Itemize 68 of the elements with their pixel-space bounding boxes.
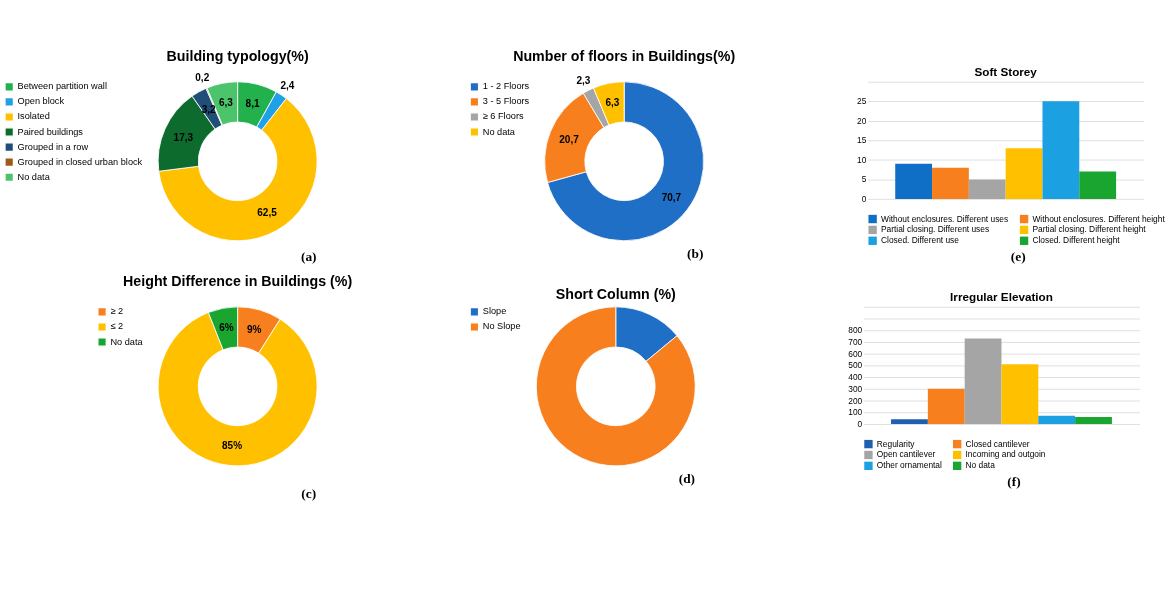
data-label: 20,7 [559, 133, 580, 145]
y-tick-label: 25 [857, 96, 867, 107]
y-tick-label: 0 [861, 193, 867, 204]
y-tick-label: 500 [848, 360, 863, 371]
legend-label: Isolated [17, 111, 50, 122]
data-label: 85% [222, 439, 243, 451]
data-label: 6,3 [218, 97, 234, 109]
chart-title: Number of floors in Buildings(%) [513, 47, 736, 64]
data-label: 17,3 [173, 131, 194, 143]
legend-label: ≥ 6 Floors [482, 111, 524, 122]
data-label: 2,3 [576, 75, 591, 86]
legend-label: Without enclosures. Different height [1032, 213, 1166, 224]
y-tick-label: 10 [857, 154, 867, 165]
legend-label: No data [482, 126, 516, 137]
legend-label: Partial closing. Different height [1032, 224, 1147, 235]
data-label: 6% [219, 322, 234, 334]
legend-label: Incoming and outgoin [965, 449, 1046, 460]
data-label: 9% [246, 323, 262, 335]
legend-label: No Slope [482, 321, 521, 332]
legend-label: Closed. Different use [881, 235, 960, 246]
chart-title: Height Difference in Buildings (%) [123, 272, 353, 289]
legend-label: Slope [482, 306, 507, 317]
legend-label: No data [965, 460, 996, 471]
data-label: 2,4 [280, 80, 295, 92]
legend-label: Grouped in a row [17, 141, 89, 152]
data-label: 6,3 [605, 97, 620, 109]
legend-label: Paired buildings [17, 126, 84, 137]
y-tick-label: 600 [848, 348, 863, 359]
legend-label: 1 - 2 Floors [482, 81, 530, 92]
data-label: 70,7 [661, 191, 682, 203]
legend-label: Closed. Different height [1032, 235, 1121, 246]
text: (f) [1007, 473, 1021, 489]
legend-label: Partial closing. Different uses [881, 224, 990, 235]
legend-label: Regularity [876, 438, 916, 449]
legend-label: No data [17, 171, 51, 182]
data-label: 8,1 [245, 98, 260, 110]
legend-label: Between partition wall [17, 81, 107, 92]
y-tick-label: 200 [848, 395, 863, 406]
chart-title: Building typology(%) [166, 47, 309, 64]
y-tick-label: 800 [848, 325, 863, 336]
text: (b) [687, 246, 704, 262]
chart-title: Short Column (%) [555, 285, 677, 302]
legend-label: Without enclosures. Different uses [881, 213, 1009, 224]
y-tick-label: 300 [848, 383, 863, 394]
text: (e) [1010, 248, 1026, 264]
y-tick-label: 20 [857, 115, 867, 126]
y-tick-label: 100 [848, 407, 863, 418]
chart-title: Soft Storey [974, 64, 1038, 78]
y-tick-label: 700 [848, 336, 863, 347]
data-label: 0,2 [195, 72, 210, 84]
legend-label: ≥ 2 [110, 306, 124, 317]
y-tick-label: 0 [857, 418, 863, 429]
y-tick-label: 400 [848, 372, 863, 383]
legend-label: No data [110, 336, 144, 347]
chart-title: Irregular Elevation [950, 290, 1053, 304]
y-tick-label: 5 [861, 174, 867, 185]
text: (d) [678, 471, 696, 487]
text: (a) [300, 248, 317, 264]
data-label: 62,5 [257, 207, 278, 219]
y-tick-label: 15 [857, 135, 867, 146]
legend-label: Open cantilever [876, 449, 936, 460]
legend-label: Other ornamental [876, 460, 943, 471]
legend-label: 3 - 5 Floors [482, 96, 530, 107]
legend-label: ≤ 2 [110, 321, 124, 332]
legend-label: Open block [17, 96, 65, 107]
legend-label: Closed cantilever [965, 438, 1030, 449]
text: (c) [301, 485, 317, 501]
legend-label: Grouped in closed urban block [17, 156, 143, 167]
